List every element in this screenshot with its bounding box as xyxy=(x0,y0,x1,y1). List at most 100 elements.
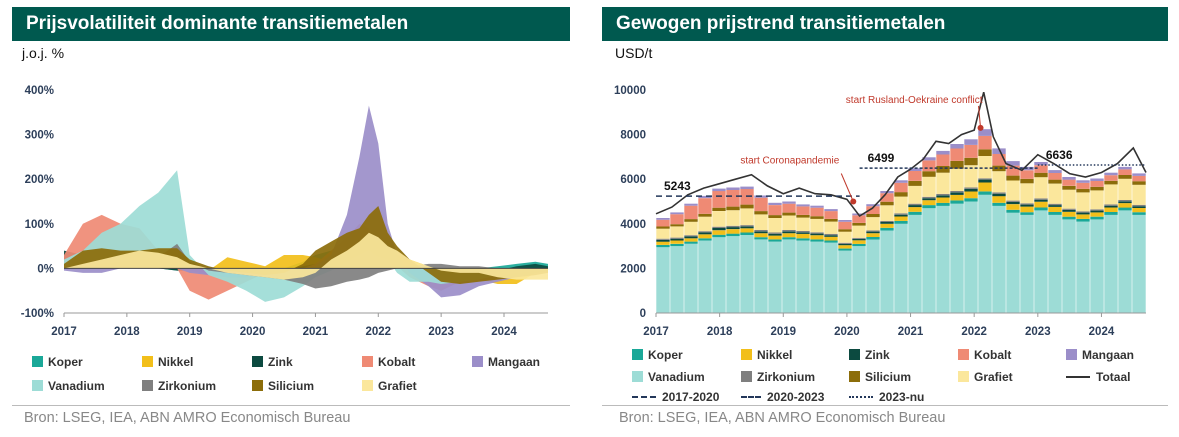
bar-segment-zink xyxy=(1062,210,1076,212)
bar-segment-vanadium xyxy=(670,246,684,313)
legend-swatch xyxy=(632,349,643,360)
bar-segment-zirkonium xyxy=(726,225,740,228)
y-axis-unit: USD/t xyxy=(615,45,653,61)
bar-segment-kobalt xyxy=(726,189,740,207)
bar-segment-nikkel xyxy=(936,197,950,203)
bar-segment-zink xyxy=(992,193,1006,197)
bar-segment-zirkonium xyxy=(670,237,684,239)
bar-segment-nikkel xyxy=(1020,206,1034,213)
bar-segment-grafiet xyxy=(670,226,684,238)
bar-segment-nikkel xyxy=(796,233,810,239)
legend-label: Silicium xyxy=(865,370,912,384)
legend-swatch xyxy=(142,380,153,391)
legend-label: Grafiet xyxy=(378,379,417,393)
bar-segment-zirkonium xyxy=(740,225,754,227)
bar-segment-zirkonium xyxy=(1132,204,1146,207)
bar-segment-nikkel xyxy=(1090,212,1104,217)
bar-segment-silicium xyxy=(838,229,852,232)
bar-segment-vanadium xyxy=(1076,221,1090,313)
legend-item-2023-nu: 2023-nu xyxy=(849,390,924,404)
bar-segment-zink xyxy=(936,195,950,198)
bar-segment-mangaan xyxy=(726,187,740,190)
bar-segment-grafiet xyxy=(838,231,852,243)
bar-segment-silicium xyxy=(754,211,768,215)
legend-label: Koper xyxy=(48,355,83,369)
bar-segment-kobalt xyxy=(768,205,782,216)
bar-segment-silicium xyxy=(964,157,978,166)
legend-swatch xyxy=(252,380,263,391)
legend-label: Nikkel xyxy=(757,348,793,362)
bar-segment-zirkonium xyxy=(768,232,782,234)
legend-item-2017-2020: 2017-2020 xyxy=(632,390,719,404)
bar-segment-koper xyxy=(936,202,950,206)
legend-item-vanadium: Vanadium xyxy=(632,370,705,384)
bar-segment-nikkel xyxy=(1118,203,1132,208)
bar-segment-zink xyxy=(1006,201,1020,205)
level-label: 6499 xyxy=(868,151,895,165)
bar-segment-kobalt xyxy=(1104,175,1118,181)
bar-segment-grafiet xyxy=(894,196,908,214)
bar-segment-zink xyxy=(922,198,936,201)
y-tick-label: 300% xyxy=(25,130,54,142)
bar-segment-zink xyxy=(1118,201,1132,204)
bar-segment-koper xyxy=(1076,218,1090,222)
bar-segment-grafiet xyxy=(782,215,796,230)
bar-segment-zink xyxy=(1132,206,1146,208)
bar-segment-koper xyxy=(852,243,866,247)
bar-segment-kobalt xyxy=(866,206,880,214)
bar-segment-zirkonium xyxy=(782,230,796,232)
bar-segment-nikkel xyxy=(894,216,908,221)
bar-segment-vanadium xyxy=(796,240,810,313)
bar-segment-nikkel xyxy=(964,191,978,199)
bar-segment-nikkel xyxy=(698,234,712,239)
bar-segment-grafiet xyxy=(950,168,964,191)
bar-segment-grafiet xyxy=(866,217,880,231)
bar-segment-zirkonium xyxy=(754,230,768,232)
bar-segment-silicium xyxy=(782,212,796,216)
bar-segment-nikkel xyxy=(852,240,866,244)
bar-segment-silicium xyxy=(1006,175,1020,181)
bar-segment-koper xyxy=(950,200,964,204)
bar-segment-zink xyxy=(656,239,670,242)
bar-segment-zirkonium xyxy=(908,203,922,205)
x-tick-label: 2020 xyxy=(834,326,860,338)
volatility-chart: 400% 300% 200% 100% 0% -100% 2017 2018 2019 2020 2… xyxy=(21,85,548,338)
bar-segment-silicium xyxy=(740,204,754,209)
bar-segment-mangaan xyxy=(950,144,964,149)
bar-segment-zirkonium xyxy=(1006,200,1020,202)
bar-segment-silicium xyxy=(796,214,810,218)
bar-segment-zink xyxy=(852,239,866,241)
bar-segment-koper xyxy=(782,237,796,240)
bar-segment-koper xyxy=(810,239,824,242)
bar-segment-nikkel xyxy=(1006,204,1020,210)
legend-item-kobalt: Kobalt xyxy=(958,348,1011,362)
bar-segment-vanadium xyxy=(712,237,726,313)
x-tick-label: 2019 xyxy=(177,326,203,338)
x-tick-label: 2019 xyxy=(770,326,796,338)
bar-segment-silicium xyxy=(656,226,670,229)
legend-item-zink: Zink xyxy=(849,348,890,362)
bar-segment-vanadium xyxy=(1132,214,1146,313)
bar-segment-silicium xyxy=(908,181,922,186)
bar-segment-nikkel xyxy=(1034,201,1048,208)
legend-swatch xyxy=(849,371,860,382)
legend-label: 2023-nu xyxy=(879,390,925,404)
bar-segment-zirkonium xyxy=(656,238,670,240)
bar-segment-zink xyxy=(1090,210,1104,213)
bar-segment-zirkonium xyxy=(810,232,824,234)
bar-segment-zirkonium xyxy=(824,233,838,236)
bar-segment-vanadium xyxy=(838,250,852,313)
bar-segment-koper xyxy=(712,234,726,238)
bar-segment-kobalt xyxy=(1132,175,1146,182)
bar-segment-kobalt xyxy=(1118,169,1132,175)
bar-segment-koper xyxy=(1048,212,1062,215)
bar-segment-mangaan xyxy=(838,220,852,222)
bar-segment-grafiet xyxy=(1048,183,1062,204)
legend-swatch xyxy=(472,356,483,367)
bar-segment-grafiet xyxy=(1104,184,1118,205)
bar-segment-silicium xyxy=(768,215,782,218)
series-line-totaal xyxy=(655,92,1147,218)
bar-segment-zink xyxy=(1076,212,1090,215)
bar-segment-zirkonium xyxy=(684,235,698,237)
bar-segment-vanadium xyxy=(1006,212,1020,313)
